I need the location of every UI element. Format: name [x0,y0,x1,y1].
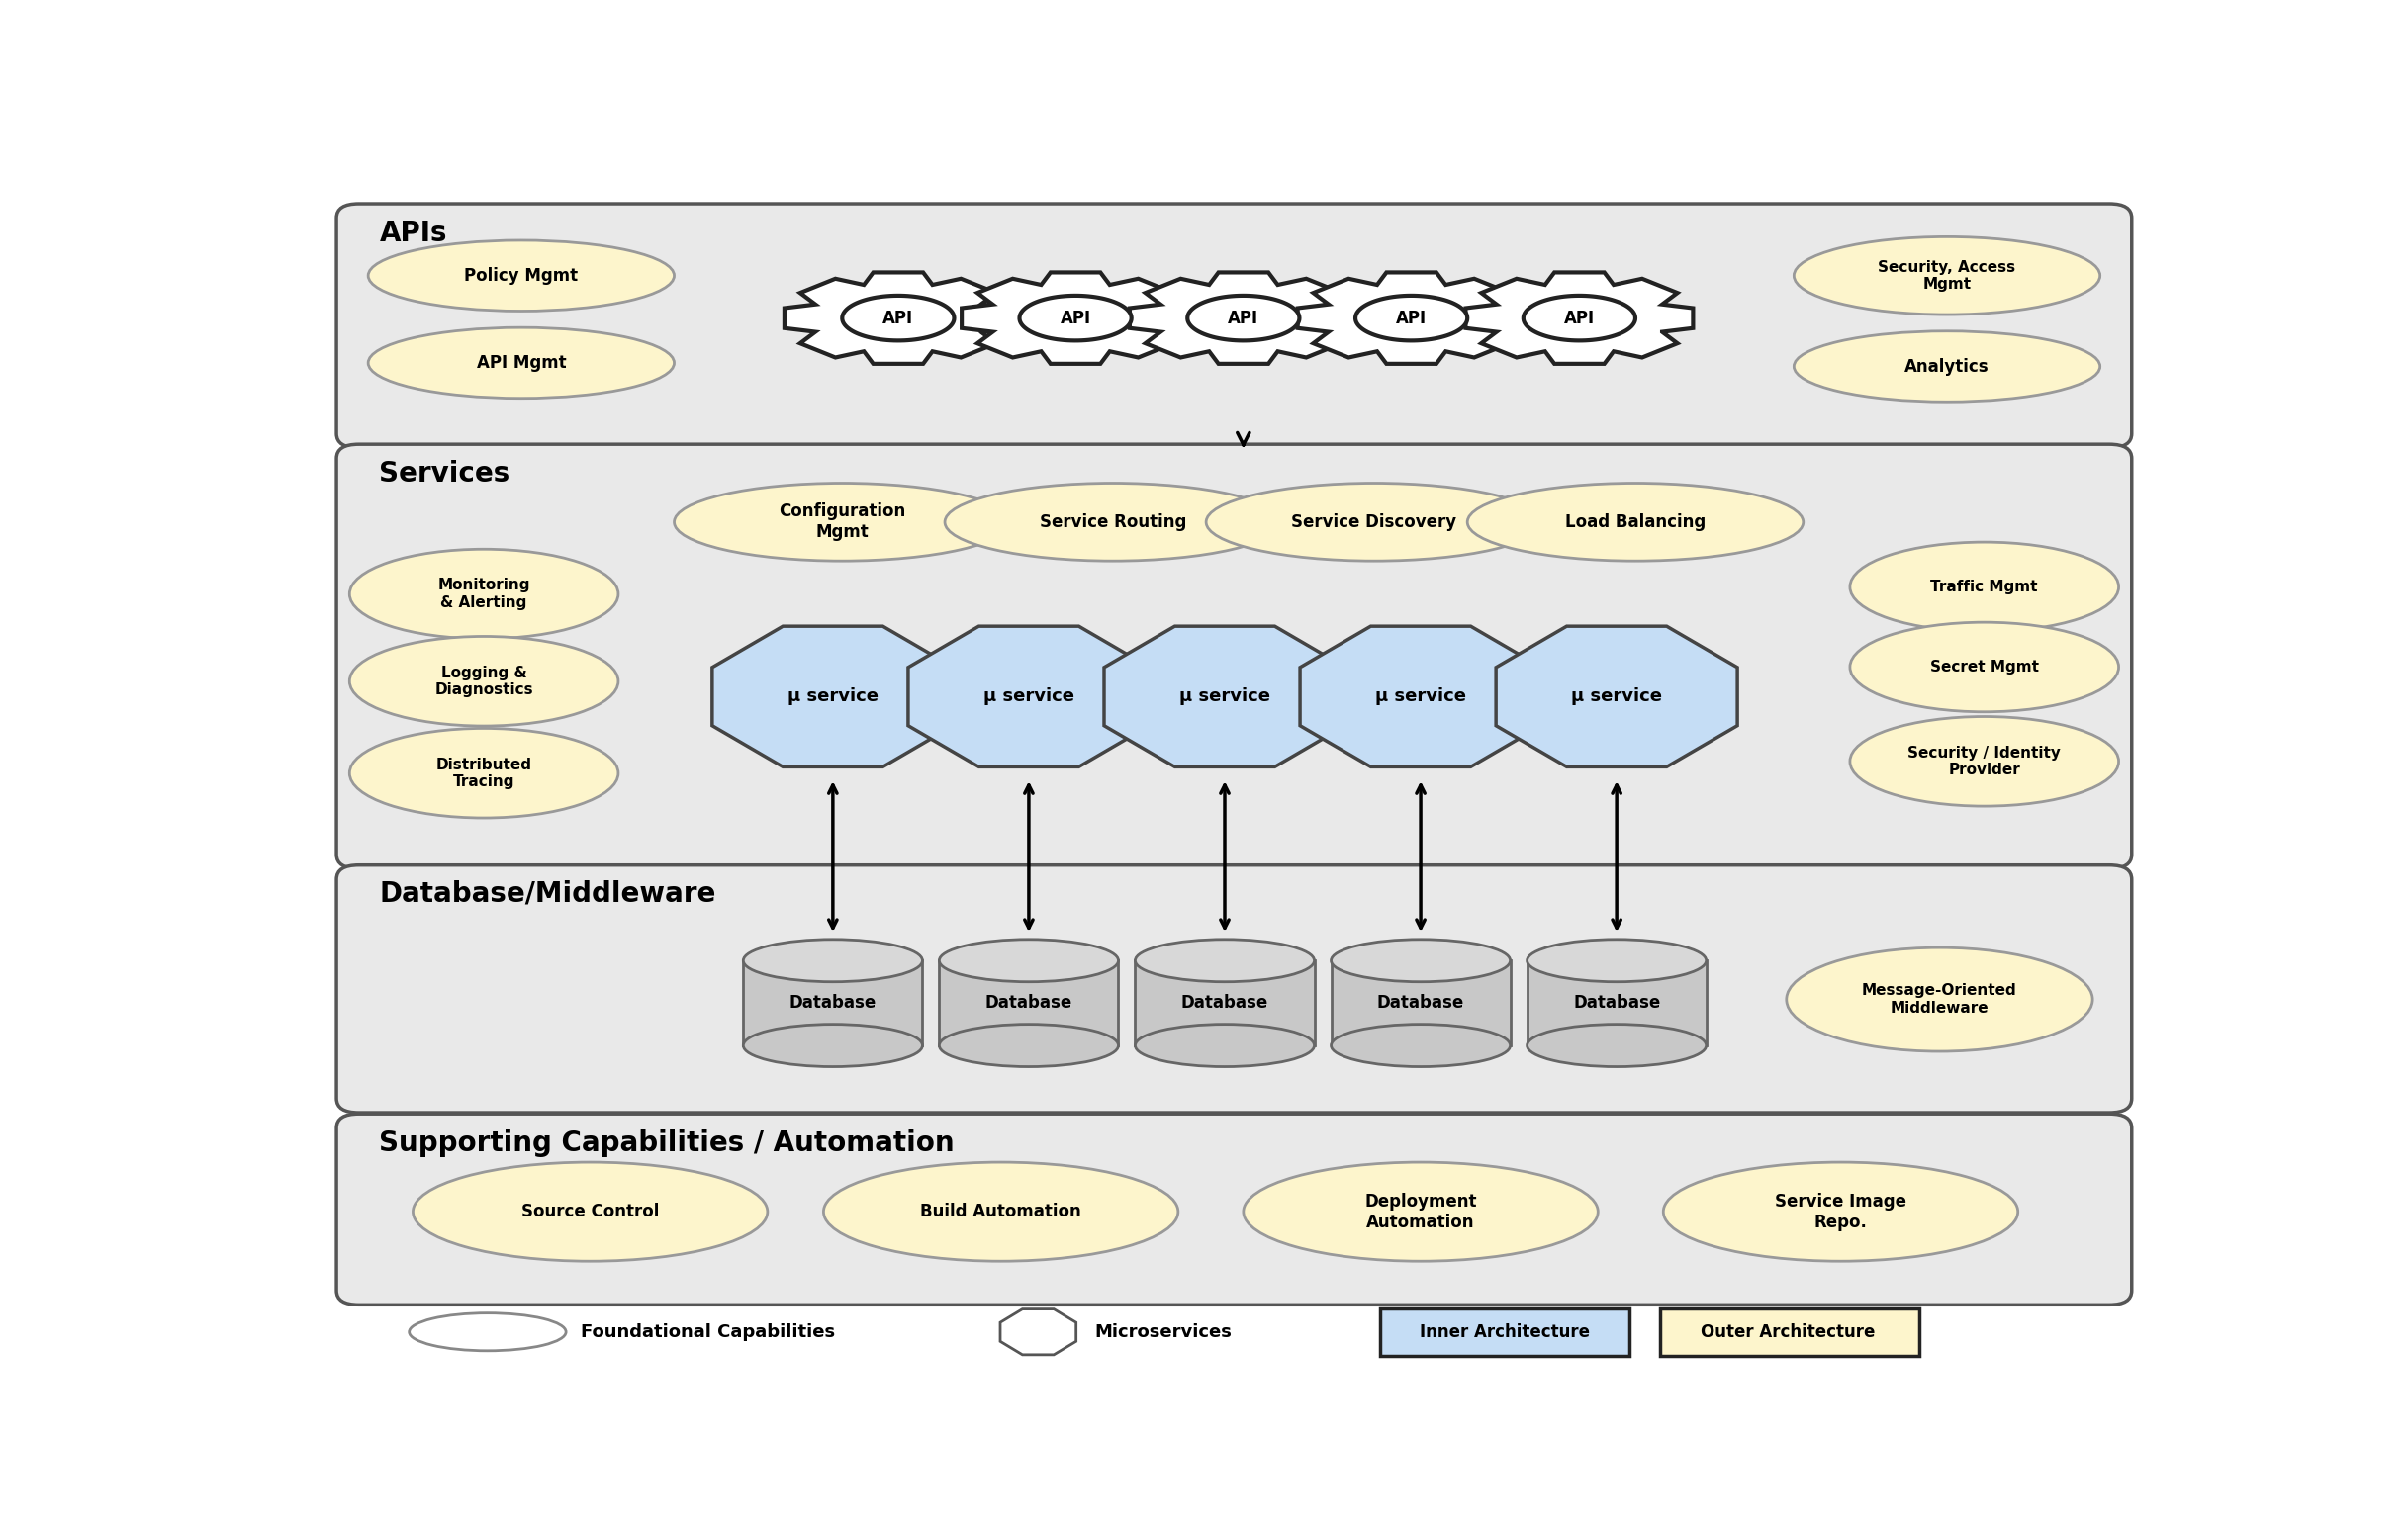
Text: Database: Database [985,994,1072,1012]
Text: API: API [1563,309,1594,328]
Text: Build Automation: Build Automation [920,1203,1081,1220]
Text: Database/Middleware: Database/Middleware [380,879,715,906]
Polygon shape [785,273,1011,364]
Bar [1527,960,1707,1046]
Text: Analytics: Analytics [1905,358,1989,375]
Ellipse shape [1849,717,2119,807]
Text: APIs: APIs [380,219,448,246]
FancyBboxPatch shape [337,865,2131,1113]
Polygon shape [1495,626,1736,767]
Text: Database: Database [1572,994,1662,1012]
Text: Traffic Mgmt: Traffic Mgmt [1931,579,2037,594]
Polygon shape [961,273,1190,364]
Bar [939,960,1117,1046]
Ellipse shape [349,550,619,638]
Text: Logging &
Diagnostics: Logging & Diagnostics [433,664,532,697]
Text: Security / Identity
Provider: Security / Identity Provider [1907,746,2061,778]
Text: Supporting Capabilities / Automation: Supporting Capabilities / Automation [380,1130,956,1157]
Text: Message-Oriented
Middleware: Message-Oriented Middleware [1861,983,2018,1015]
Polygon shape [1300,626,1541,767]
Text: Database: Database [790,994,877,1012]
Text: Security, Access
Mgmt: Security, Access Mgmt [1878,260,2015,292]
Ellipse shape [349,729,619,818]
Ellipse shape [824,1162,1178,1262]
Ellipse shape [1794,331,2100,401]
Polygon shape [1524,295,1635,340]
Ellipse shape [1787,948,2093,1052]
Text: Configuration
Mgmt: Configuration Mgmt [778,502,905,542]
Text: Source Control: Source Control [520,1203,660,1220]
Bar [1332,960,1510,1046]
Bar [744,960,922,1046]
FancyBboxPatch shape [337,204,2131,447]
FancyBboxPatch shape [1380,1309,1630,1355]
Text: Policy Mgmt: Policy Mgmt [465,266,578,285]
Ellipse shape [1134,940,1315,981]
Text: Services: Services [380,459,510,487]
Polygon shape [1105,626,1346,767]
Text: Inner Architecture: Inner Architecture [1421,1323,1589,1341]
Text: μ service: μ service [982,687,1074,706]
Polygon shape [1187,295,1300,340]
Ellipse shape [939,1024,1117,1067]
Bar [1134,960,1315,1046]
Ellipse shape [1134,1024,1315,1067]
Text: API: API [1060,309,1091,328]
Ellipse shape [1794,237,2100,314]
Text: API: API [884,309,913,328]
Ellipse shape [368,240,674,311]
Ellipse shape [1466,484,1804,560]
Polygon shape [999,1309,1076,1355]
Ellipse shape [744,1024,922,1067]
Ellipse shape [1243,1162,1599,1262]
Ellipse shape [1332,1024,1510,1067]
Ellipse shape [1849,622,2119,712]
Text: Foundational Capabilities: Foundational Capabilities [580,1323,836,1341]
Polygon shape [1019,295,1132,340]
Text: API Mgmt: API Mgmt [477,354,566,372]
Polygon shape [1129,273,1358,364]
Text: Secret Mgmt: Secret Mgmt [1929,660,2040,675]
FancyBboxPatch shape [337,444,2131,868]
Text: Service Routing: Service Routing [1040,513,1187,531]
Text: Outer Architecture: Outer Architecture [1700,1323,1876,1341]
FancyBboxPatch shape [1659,1309,1919,1355]
Polygon shape [908,626,1149,767]
Ellipse shape [674,484,1009,560]
Text: μ service: μ service [1570,687,1662,706]
Ellipse shape [1664,1162,2018,1262]
Text: μ service: μ service [1180,687,1271,706]
Ellipse shape [1527,1024,1707,1067]
Ellipse shape [939,940,1117,981]
Text: Distributed
Tracing: Distributed Tracing [436,758,532,788]
Ellipse shape [1206,484,1541,560]
Ellipse shape [1849,542,2119,632]
FancyBboxPatch shape [337,1115,2131,1304]
Polygon shape [1298,273,1524,364]
Text: Service Image
Repo.: Service Image Repo. [1775,1193,1907,1231]
Ellipse shape [1527,940,1707,981]
Text: Load Balancing: Load Balancing [1565,513,1705,531]
Ellipse shape [744,940,922,981]
Polygon shape [713,626,954,767]
Polygon shape [843,295,954,340]
Text: Monitoring
& Alerting: Monitoring & Alerting [438,577,530,609]
Ellipse shape [409,1314,566,1350]
Text: μ service: μ service [787,687,879,706]
Polygon shape [1466,273,1693,364]
Text: Microservices: Microservices [1093,1323,1230,1341]
Ellipse shape [1332,940,1510,981]
Text: μ service: μ service [1375,687,1466,706]
Ellipse shape [349,637,619,726]
Text: Database: Database [1377,994,1464,1012]
Ellipse shape [944,484,1281,560]
Text: API: API [1397,309,1428,328]
Polygon shape [1356,295,1466,340]
Ellipse shape [414,1162,768,1262]
Ellipse shape [368,328,674,398]
Text: Deployment
Automation: Deployment Automation [1365,1193,1476,1231]
Text: Service Discovery: Service Discovery [1291,513,1457,531]
Text: API: API [1228,309,1259,328]
Text: Database: Database [1180,994,1269,1012]
